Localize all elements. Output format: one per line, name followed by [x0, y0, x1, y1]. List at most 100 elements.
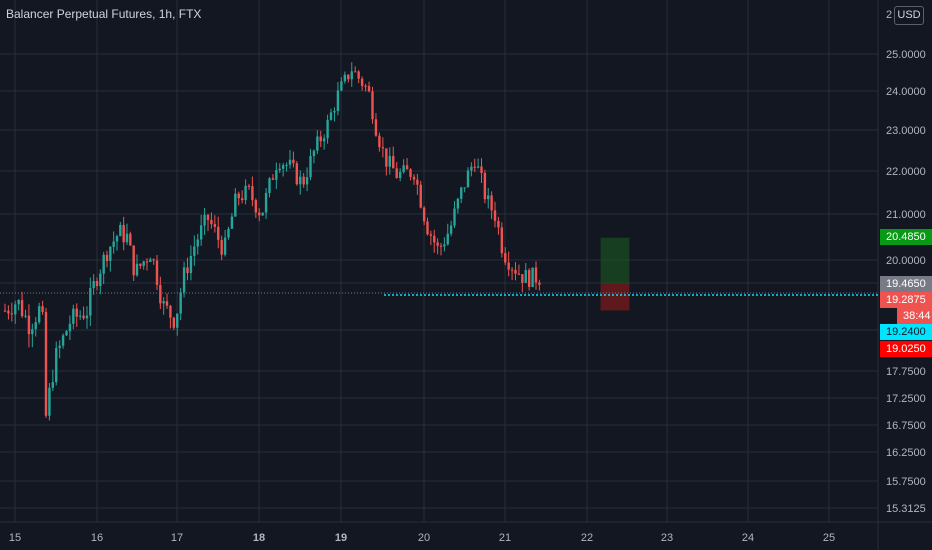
currency-button[interactable]: USD	[894, 6, 924, 25]
candle-body	[3, 310, 7, 312]
candle-body	[152, 259, 155, 261]
candle-body	[517, 273, 521, 275]
x-tick-label: 16	[91, 532, 103, 544]
candle-body	[261, 212, 264, 216]
candle-body	[182, 267, 186, 293]
candle-body	[72, 308, 75, 324]
candle-body	[524, 270, 527, 283]
candle-body	[398, 172, 402, 179]
candle-body	[95, 281, 99, 287]
candle-body	[292, 159, 295, 164]
candle-body	[490, 195, 493, 211]
candle-body	[367, 86, 371, 92]
candle-body	[350, 71, 353, 80]
candle-body	[538, 282, 541, 285]
x-tick-label: 17	[171, 532, 183, 544]
candle-body	[27, 315, 31, 335]
candle-body	[480, 166, 483, 173]
candle-body	[258, 212, 261, 216]
candle-body	[196, 239, 199, 247]
candle-body	[51, 382, 55, 388]
y-tick-label: 16.2500	[886, 447, 926, 459]
candle-body	[422, 207, 426, 222]
candle-body	[316, 136, 319, 151]
candle-body	[534, 267, 538, 283]
candle-body	[449, 225, 453, 234]
candle-body	[82, 315, 85, 319]
candles	[3, 62, 541, 421]
candle-body	[172, 317, 176, 328]
candle-body	[165, 301, 169, 306]
candle-body	[109, 246, 112, 261]
candle-body	[521, 274, 524, 283]
candle-body	[443, 244, 446, 247]
y-tick-label: 23.0000	[886, 125, 926, 137]
x-tick-label: 24	[742, 532, 754, 544]
candle-body	[169, 305, 172, 318]
candle-body	[41, 306, 44, 313]
candle-body	[68, 323, 72, 332]
candle-body	[199, 225, 203, 240]
candle-body	[203, 214, 206, 226]
candle-body	[281, 165, 285, 169]
candle-body	[336, 90, 340, 111]
candle-body	[446, 233, 449, 245]
candle-body	[416, 179, 419, 185]
candle-body	[507, 262, 510, 270]
candle-body	[105, 254, 109, 261]
x-tick-label: 20	[418, 532, 430, 544]
candle-body	[439, 245, 443, 247]
candle-body	[347, 74, 350, 80]
candle-body	[340, 81, 343, 91]
stop-zone	[600, 283, 630, 311]
target-zone	[600, 237, 630, 283]
price-tag: 19.4650	[880, 276, 932, 292]
candle-body	[466, 170, 470, 188]
candle-body	[125, 233, 129, 243]
candle-body	[456, 198, 460, 209]
candle-body	[149, 259, 152, 262]
candle-body	[268, 178, 271, 194]
time-axis: 15 16 17 18 19 20 21 22 23 24 25	[9, 532, 835, 544]
candle-body	[436, 242, 439, 246]
candle-body	[89, 288, 92, 316]
y-tick-label: 17.7500	[886, 366, 926, 378]
candle-body	[360, 78, 364, 86]
candle-body	[504, 253, 507, 263]
candle-body	[102, 254, 105, 274]
price-tag: 19.0250	[880, 341, 932, 357]
y-tick-label: 22.0000	[886, 166, 926, 178]
candle-body	[395, 168, 398, 179]
candle-body	[326, 119, 329, 139]
candle-body	[206, 214, 210, 220]
candle-body	[299, 176, 302, 185]
candle-body	[220, 239, 223, 255]
candle-body	[162, 301, 165, 304]
candle-body	[193, 246, 196, 256]
position-box	[600, 237, 630, 311]
candle-body	[460, 187, 463, 199]
y-tick-label: 17.2500	[886, 393, 926, 405]
candle-body	[244, 185, 247, 201]
candle-body	[10, 313, 14, 315]
price-tag: 38:44	[897, 308, 932, 324]
candle-body	[497, 220, 500, 228]
candle-body	[251, 186, 254, 201]
candle-body	[37, 306, 41, 323]
candle-body	[112, 241, 115, 247]
candle-body	[429, 234, 433, 236]
candle-body	[385, 148, 388, 167]
candle-body	[514, 269, 517, 274]
candle-body	[139, 263, 142, 266]
x-tick-label: 25	[823, 532, 835, 544]
y-tick-label: 15.7500	[886, 476, 926, 488]
candle-body	[493, 210, 497, 221]
candle-body	[433, 235, 436, 243]
x-tick-label: 18	[253, 532, 265, 544]
candle-body	[476, 166, 480, 168]
candle-body	[374, 119, 378, 136]
candle-body	[510, 269, 514, 271]
candle-body	[264, 193, 268, 213]
